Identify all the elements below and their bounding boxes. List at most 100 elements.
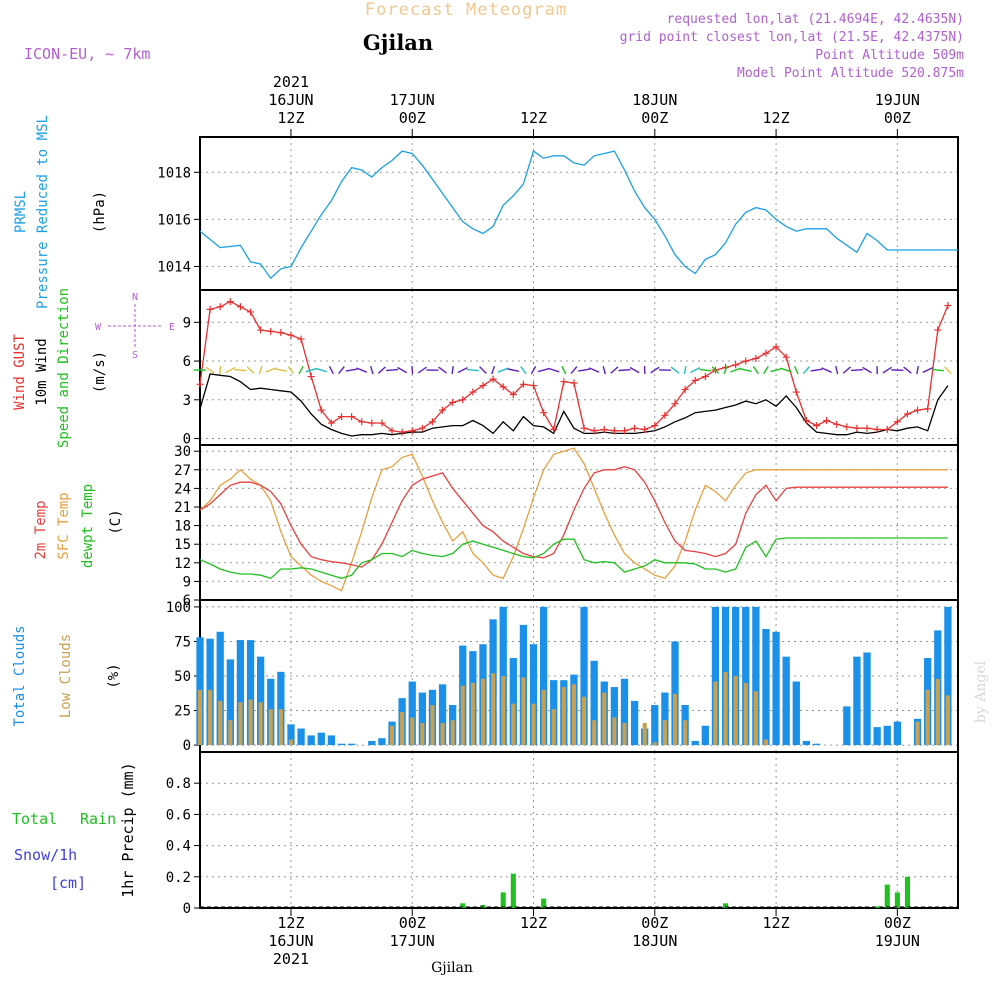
wind-gust-point — [620, 427, 628, 435]
wind-direction-arrow — [345, 368, 358, 372]
precip-ytick-label: 0.8 — [166, 776, 191, 792]
clouds-ytick-label: 25 — [174, 704, 191, 720]
low-cloud-bar — [501, 676, 506, 746]
rain-bar — [884, 884, 890, 908]
wind-gust-point — [287, 331, 295, 339]
low-cloud-bar — [683, 720, 688, 746]
wind-direction-arrow — [315, 367, 327, 373]
low-cloud-bar — [915, 721, 920, 746]
wind-gust-point — [489, 375, 497, 383]
total-cloud-bar — [226, 659, 234, 746]
model-label: ICON-EU, ~ 7km — [24, 45, 150, 63]
chart-title: Forecast Meteogram — [365, 0, 567, 20]
wind-direction-arrow — [537, 367, 550, 373]
wind-gust-point — [257, 326, 265, 334]
wind-gust-point — [661, 411, 669, 419]
wind-direction-arrow — [298, 365, 304, 375]
low-cloud-bar — [531, 703, 536, 746]
bottom-time-label: 12Z — [277, 914, 304, 932]
wind-direction-arrow — [723, 365, 728, 375]
total-cloud-bar — [792, 681, 800, 746]
wind-gust-point — [883, 426, 891, 433]
location-title: Gjilan — [363, 30, 433, 55]
wind-direction-arrow — [369, 365, 374, 375]
temp-ytick-label: 24 — [174, 481, 191, 497]
pressure-series-line — [199, 150, 958, 280]
wind-direction-arrow — [588, 367, 600, 373]
wind-gust-point — [408, 427, 416, 435]
wind-gust-point — [560, 378, 568, 386]
pressure-label-2: Pressure Reduced to MSL — [35, 115, 51, 309]
credit-watermark: by Angel — [973, 660, 989, 723]
total-cloud-bar — [661, 692, 669, 746]
total-cloud-bar — [782, 656, 790, 746]
total-cloud-bar — [297, 728, 305, 746]
bottom-time-label: 00Z — [641, 914, 668, 932]
wind-direction-arrow — [931, 368, 944, 372]
temp-label-2m: 2m Temp — [33, 500, 49, 559]
wind-gust-point — [772, 343, 780, 351]
wind-direction-arrow — [274, 368, 287, 372]
wind-gust-point — [530, 382, 538, 390]
wind-direction-arrow — [810, 368, 823, 372]
gridpoint-coords: grid point closest lon,lat (21.5E, 42.43… — [620, 30, 964, 45]
low-cloud-bar — [218, 700, 223, 746]
wind-direction-arrow — [850, 369, 863, 372]
total-cloud-bar — [620, 678, 629, 746]
wind-gust-point — [428, 418, 436, 426]
temp-ytick-label: 9 — [183, 574, 191, 590]
wind-frame — [199, 289, 959, 446]
wind-gust-point — [671, 400, 679, 408]
bottom-time-label: 12Z — [763, 914, 790, 932]
wind-direction-arrow — [377, 366, 386, 374]
bottom-time-label: 00Z — [399, 914, 426, 932]
low-cloud-bar — [248, 699, 253, 746]
low-cloud-bar — [925, 689, 930, 746]
compass-e: E — [169, 322, 175, 333]
wind-gust-point — [903, 410, 911, 418]
wind-direction-arrow — [411, 366, 414, 375]
low-cloud-bar — [582, 696, 587, 746]
pressure-frame — [199, 136, 959, 291]
wind-gust-point — [833, 420, 841, 428]
wind-gust-point — [752, 354, 760, 362]
wind-gust-point — [348, 413, 356, 421]
wind-direction-arrow — [491, 365, 496, 375]
wind-direction-arrow — [305, 367, 317, 373]
low-cloud-bar — [491, 673, 496, 746]
clouds-ytick-label: 100 — [166, 600, 191, 616]
wind-label-wind: 10m Wind — [34, 338, 50, 405]
total-cloud-bar — [630, 700, 639, 746]
temp-ytick-label: 30 — [174, 444, 191, 460]
wind-direction-arrow — [570, 366, 578, 375]
wind-direction-arrow — [417, 366, 427, 374]
low-cloud-bar — [470, 682, 475, 746]
top-time-label: 2021 — [273, 73, 309, 91]
total-cloud-bar — [671, 641, 679, 746]
wind-gust-point — [651, 422, 659, 430]
low-cloud-bar — [672, 693, 678, 746]
wind-gust-point — [762, 349, 770, 357]
wind-direction-arrow — [457, 366, 468, 374]
low-cloud-bar — [430, 705, 435, 746]
low-cloud-bar — [662, 720, 667, 746]
pressure-ytick-label: 1014 — [157, 259, 191, 275]
total-cloud-bar — [378, 738, 386, 746]
bottom-time-label: 12Z — [520, 914, 547, 932]
temp-labels: 2m Temp SFC Temp dewpt Temp (C) — [33, 484, 124, 568]
wind-direction-arrow — [246, 366, 255, 374]
requested-coords: requested lon,lat (21.4694E, 42.4635N) — [667, 12, 964, 27]
wind-gust-point — [691, 376, 699, 384]
wind-gust-point — [469, 388, 477, 396]
temp-ytick-label: 21 — [174, 500, 191, 516]
wind-direction-arrow — [338, 366, 345, 375]
wind-gust-point — [236, 303, 244, 311]
total-cloud-bar — [742, 606, 750, 746]
rain-bar — [722, 903, 729, 908]
wind-direction-arrow — [618, 368, 631, 372]
dewpt-temp-line — [199, 537, 948, 580]
wind-gust-point — [732, 361, 740, 369]
wind-direction-arrow — [739, 368, 752, 373]
total-cloud-bar — [590, 660, 598, 746]
wind-gust-point — [540, 409, 548, 417]
